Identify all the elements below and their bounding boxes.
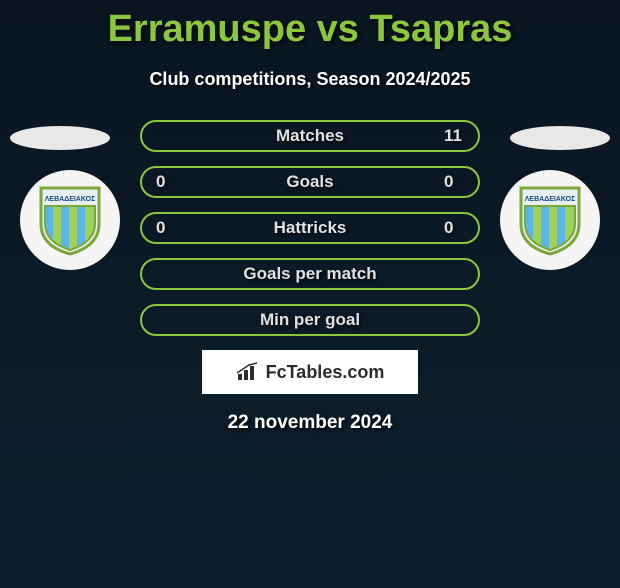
stat-label: Min per goal <box>142 310 478 330</box>
shield-icon: ΛΕΒΑΔΕΙΑΚΟΣ <box>519 184 581 256</box>
stat-label: Matches <box>142 126 478 146</box>
team-logo-left: ΛΕΒΑΔΕΙΑΚΟΣ <box>20 170 120 270</box>
stat-row: 0 Hattricks 0 <box>140 212 480 244</box>
comparison-panel: ΛΕΒΑΔΕΙΑΚΟΣ ΛΕΒΑΔΕΙΑΚΟΣ <box>0 120 620 434</box>
stat-label: Goals <box>142 172 478 192</box>
stat-row: Goals per match <box>140 258 480 290</box>
stat-row: 0 Goals 0 <box>140 166 480 198</box>
bar-chart-icon <box>236 362 260 382</box>
subtitle: Club competitions, Season 2024/2025 <box>0 69 620 90</box>
date-text: 22 november 2024 <box>0 412 620 434</box>
stat-row: Min per goal <box>140 304 480 336</box>
brand-badge: FcTables.com <box>202 350 418 394</box>
player-right-head <box>510 126 610 150</box>
brand-text: FcTables.com <box>266 362 385 383</box>
stat-rows: Matches 11 0 Goals 0 0 Hattricks 0 Goals… <box>140 120 480 336</box>
team-logo-right: ΛΕΒΑΔΕΙΑΚΟΣ <box>500 170 600 270</box>
stat-label: Hattricks <box>142 218 478 238</box>
shield-label: ΛΕΒΑΔΕΙΑΚΟΣ <box>45 196 96 203</box>
player-left-head <box>10 126 110 150</box>
shield-label: ΛΕΒΑΔΕΙΑΚΟΣ <box>525 196 576 203</box>
shield-icon: ΛΕΒΑΔΕΙΑΚΟΣ <box>39 184 101 256</box>
stat-label: Goals per match <box>142 264 478 284</box>
page-title: Erramuspe vs Tsapras <box>0 8 620 51</box>
stat-row: Matches 11 <box>140 120 480 152</box>
